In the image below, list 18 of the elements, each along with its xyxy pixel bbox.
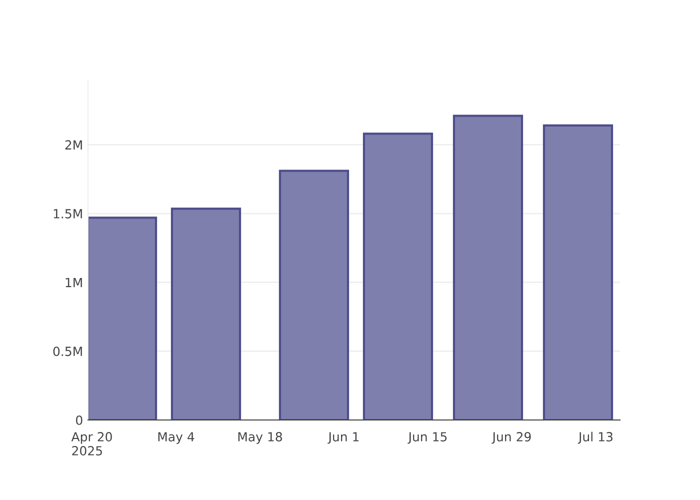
x-tick-label: Jun 29 <box>492 432 531 444</box>
y-tick-label: 1M <box>66 278 82 288</box>
y-tick-label: 1.5M <box>54 209 82 218</box>
bar <box>362 132 434 420</box>
bar <box>88 216 158 420</box>
y-tick-label: 0 <box>76 415 82 425</box>
x-tick-label: Jun 1 <box>328 432 359 444</box>
x-tick-label: Jun 15 <box>408 432 447 444</box>
x-tick-label: May 4 <box>158 432 194 444</box>
bar <box>542 124 614 420</box>
x-tick-label: Jul 13 <box>578 432 612 444</box>
bar <box>278 170 350 420</box>
y-tick-label: 0.5M <box>53 346 82 356</box>
y-tick-label: 2M <box>65 140 82 150</box>
bar <box>170 208 242 420</box>
x-tick-label: Apr 20 2025 <box>71 432 112 456</box>
bar <box>452 114 524 420</box>
x-tick-label: May 18 <box>238 432 282 444</box>
